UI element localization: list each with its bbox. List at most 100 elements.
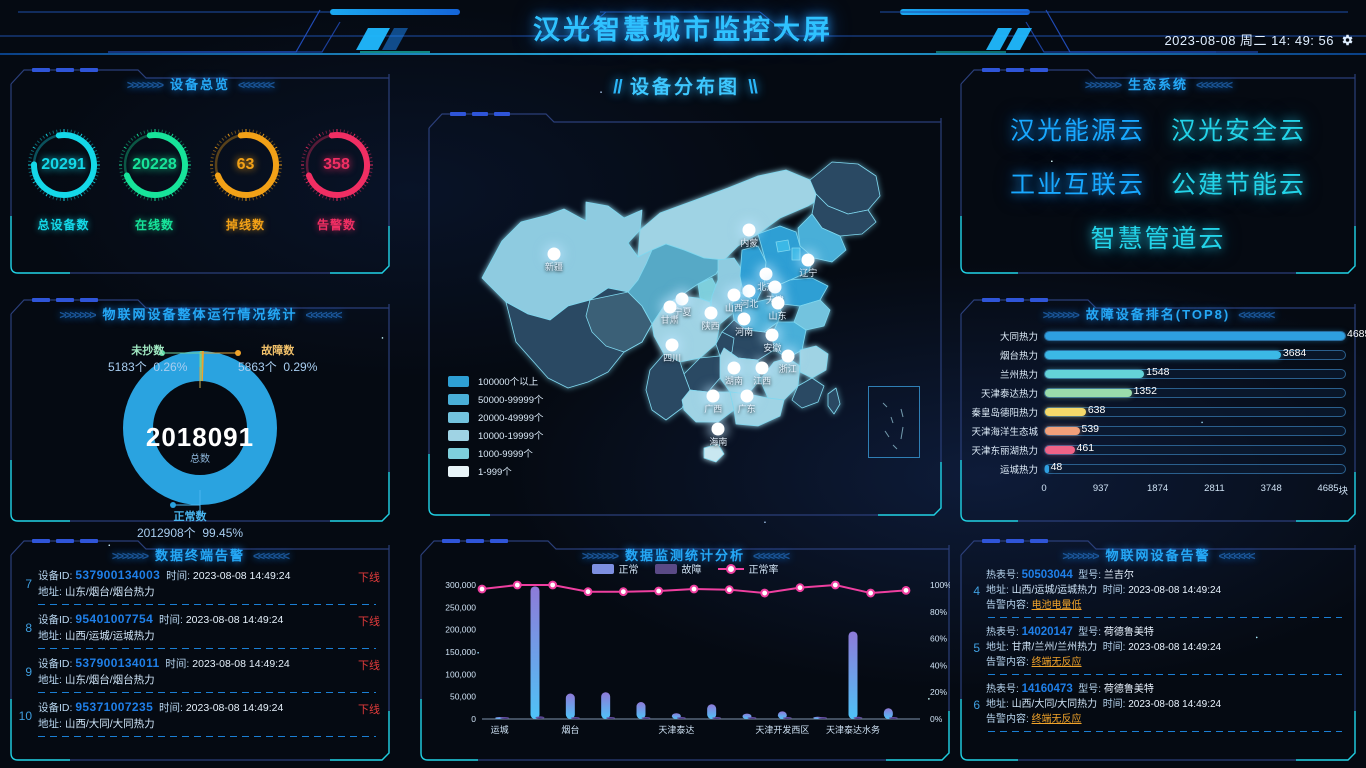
device-id-label: 设备ID: [38, 658, 73, 670]
panel-fault-top8: >>>>>>>故障设备排名(TOP8)<<<<<<< 大同热力 4685 烟台热… [960, 296, 1366, 522]
fault-rank-row[interactable]: 烟台热力 3684 [966, 345, 1346, 364]
map-city-dot[interactable] [737, 312, 751, 326]
gauge-1[interactable]: 20291 总设备数 [24, 128, 104, 233]
chart-line-point [760, 588, 770, 598]
map-city-dot[interactable] [768, 280, 782, 294]
chart-bar-fault [888, 717, 898, 719]
chart-bar-normal [777, 711, 787, 719]
map-city-dot[interactable] [742, 223, 756, 237]
ecosystem-item[interactable]: 智慧管道云 [1090, 225, 1226, 253]
ecosystem-item[interactable]: 公建节能云 [1171, 171, 1307, 199]
panel-run-statistics: >>>>>>> 物联网设备整体运行情况统计 <<<<<<< 2018091 总数 [10, 296, 390, 540]
fault-rank-row[interactable]: 运城热力 48 [966, 459, 1346, 478]
china-map-svg[interactable] [428, 110, 942, 516]
gauge-label: 告警数 [316, 217, 356, 232]
x-axis-tick: 天津泰达水务 [826, 724, 880, 735]
fault-rank-row[interactable]: 秦皇岛德阳热力 638 [966, 402, 1346, 421]
iot-alarm-list[interactable]: 4 热表号: 50503044 型号: 兰吉尔 地址: 山西/运城/运城热力 时… [960, 563, 1356, 732]
ecosystem-item[interactable]: 工业互联云 [1009, 171, 1145, 199]
time-label: 时间: [1102, 585, 1126, 596]
map-city-dot[interactable] [547, 247, 561, 261]
fault-rank-axis: 0 937 1874 2811 3748 4685 块 [966, 483, 1348, 497]
terminal-alarm-item[interactable]: 9 设备ID: 537900134011 时间: 2023-08-08 14:4… [10, 651, 390, 693]
legend-label: 10000-19999个 [478, 431, 544, 442]
time-label: 时间: [159, 614, 183, 626]
map-city-dot[interactable] [742, 284, 756, 298]
gear-icon[interactable] [1340, 33, 1354, 47]
map-city-dot[interactable] [663, 300, 677, 314]
chevron-right-decor: >>>>>>> [1042, 308, 1080, 322]
axis-tick: 1874 [1147, 483, 1169, 494]
fault-rank-row[interactable]: 天津海洋生态城 539 [966, 421, 1346, 440]
map-city-dot[interactable] [665, 338, 679, 352]
map-city-dot[interactable] [711, 422, 725, 436]
fault-rank-row[interactable]: 天津东丽湖热力 461 [966, 440, 1346, 459]
map-city-dot[interactable] [706, 389, 720, 403]
clock-text: 2023-08-08 周二 14: 49: 56 [1164, 33, 1334, 48]
map-city-dot[interactable] [727, 288, 741, 302]
fault-top8-list: 大同热力 4685 烟台热力 3684 兰州热力 1548 天津泰达热力 135… [966, 326, 1366, 518]
ecosystem-item[interactable]: 汉光能源云 [1009, 117, 1145, 145]
chart-line-point [830, 580, 840, 590]
chart-line-point [477, 584, 487, 594]
fault-rank-row[interactable]: 天津泰达热力 1352 [966, 383, 1346, 402]
fault-rank-name: 烟台热力 [999, 350, 1038, 362]
gauge-value: 358 [323, 155, 350, 173]
map-city-dot[interactable] [704, 306, 718, 320]
map-city-dot[interactable] [765, 328, 779, 342]
x-axis-tick: 烟台 [561, 724, 579, 735]
terminal-alarm-item[interactable]: 10 设备ID: 95371007235 时间: 2023-08-08 14:4… [10, 695, 390, 737]
fault-rank-row[interactable]: 大同热力 4685 [966, 326, 1366, 345]
map-city-dot[interactable] [771, 296, 785, 310]
device-id-label: 设备ID: [38, 614, 73, 626]
map-city-dot[interactable] [755, 361, 769, 375]
terminal-alarm-item[interactable]: 7 设备ID: 537900134003 时间: 2023-08-08 14:4… [10, 563, 390, 605]
panel-terminal-alarm: >>>>>>> 数据终端告警 <<<<<<< 7 设备ID: 53790013400… [10, 537, 390, 761]
panel-title-run-statistics: >>>>>>> 物联网设备整体运行情况统计 <<<<<<< [59, 307, 342, 322]
legend-item: 50000-99999个 [448, 392, 544, 406]
chart-plot-area: 0 50,000 100,000 150,000 200,000 250,000 300,0… [420, 577, 950, 761]
table-row[interactable]: 5 热表号: 14020147 型号: 荷德鲁美特 地址: 甘肃/兰州/兰州热力… [960, 620, 1356, 670]
meter-no-label: 热表号: [986, 570, 1019, 581]
chart-bar-fault [570, 717, 580, 719]
iot-alarm-item[interactable]: 5 热表号: 14020147 型号: 荷德鲁美特 地址: 甘肃/兰州/兰州热力… [960, 620, 1356, 675]
chart-legend-item-rate[interactable]: 正常率 [717, 561, 779, 576]
map-city-dot[interactable] [740, 389, 754, 403]
table-row[interactable]: 9 设备ID: 537900134011 时间: 2023-08-08 14:4… [10, 651, 390, 688]
fault-rank-track: 1352 [1044, 384, 1346, 398]
legend-swatch [591, 563, 614, 574]
table-row[interactable]: 10 设备ID: 95371007235 时间: 2023-08-08 14:4… [10, 695, 390, 732]
iot-alarm-item[interactable]: 6 热表号: 14160473 型号: 荷德鲁美特 地址: 山西/大同/大同热力… [960, 677, 1356, 732]
table-row[interactable]: 4 热表号: 50503044 型号: 兰吉尔 地址: 山西/运城/运城热力 时… [960, 563, 1356, 613]
gauge-2[interactable]: 20228 在线数 [115, 128, 195, 233]
map-city-dot[interactable] [727, 361, 741, 375]
time-value: 2023-08-08 14:49:24 [185, 614, 284, 626]
fault-rank-bar [1045, 369, 1145, 378]
table-row[interactable]: 6 热表号: 14160473 型号: 荷德鲁美特 地址: 山西/大同/大同热力… [960, 677, 1356, 727]
map-city-dot[interactable] [759, 267, 773, 281]
terminal-alarm-item[interactable]: 8 设备ID: 95401007754 时间: 2023-08-08 14:49… [10, 607, 390, 649]
table-row[interactable]: 8 设备ID: 95401007754 时间: 2023-08-08 14:49… [10, 607, 390, 644]
terminal-alarm-list[interactable]: 7 设备ID: 537900134003 时间: 2023-08-08 14:4… [10, 563, 390, 737]
panel-device-overview: >>>>>>> 设备总览 <<<<<<< 20291 总设备数 20228 在线数 [10, 66, 390, 274]
table-row[interactable]: 7 设备ID: 537900134003 时间: 2023-08-08 14:4… [10, 563, 390, 600]
map-city-dot[interactable] [781, 349, 795, 363]
row-index: 7 [25, 576, 32, 591]
legend-item: 100000个以上 [448, 374, 544, 388]
panel-title-terminal-alarm: >>>>>>> 数据终端告警 <<<<<<< [111, 548, 290, 563]
fault-rank-row[interactable]: 兰州热力 1548 [966, 364, 1346, 383]
fault-rank-value: 1352 [1133, 384, 1157, 397]
chart-legend-item[interactable]: 正常 [591, 561, 639, 576]
province-yunnan [645, 353, 691, 421]
panel-title-ecosystem: >>>>>>> 生态系统 <<<<<<< [1084, 77, 1233, 92]
status-badge: 下线 [358, 572, 380, 584]
chart-legend-item[interactable]: 故障 [654, 561, 702, 576]
iot-alarm-item[interactable]: 4 热表号: 50503044 型号: 兰吉尔 地址: 山西/运城/运城热力 时… [960, 563, 1356, 618]
map-city-dot[interactable] [675, 292, 689, 306]
map-city-dot[interactable] [801, 253, 815, 267]
gauge-3[interactable]: 63 掉线数 [206, 128, 286, 233]
fault-rank-name: 天津海洋生态城 [971, 426, 1038, 438]
gauge-4[interactable]: 358 告警数 [297, 128, 377, 233]
ecosystem-item[interactable]: 汉光安全云 [1171, 117, 1307, 145]
panel-title-device-overview: >>>>>>> 设备总览 <<<<<<< [126, 77, 275, 92]
